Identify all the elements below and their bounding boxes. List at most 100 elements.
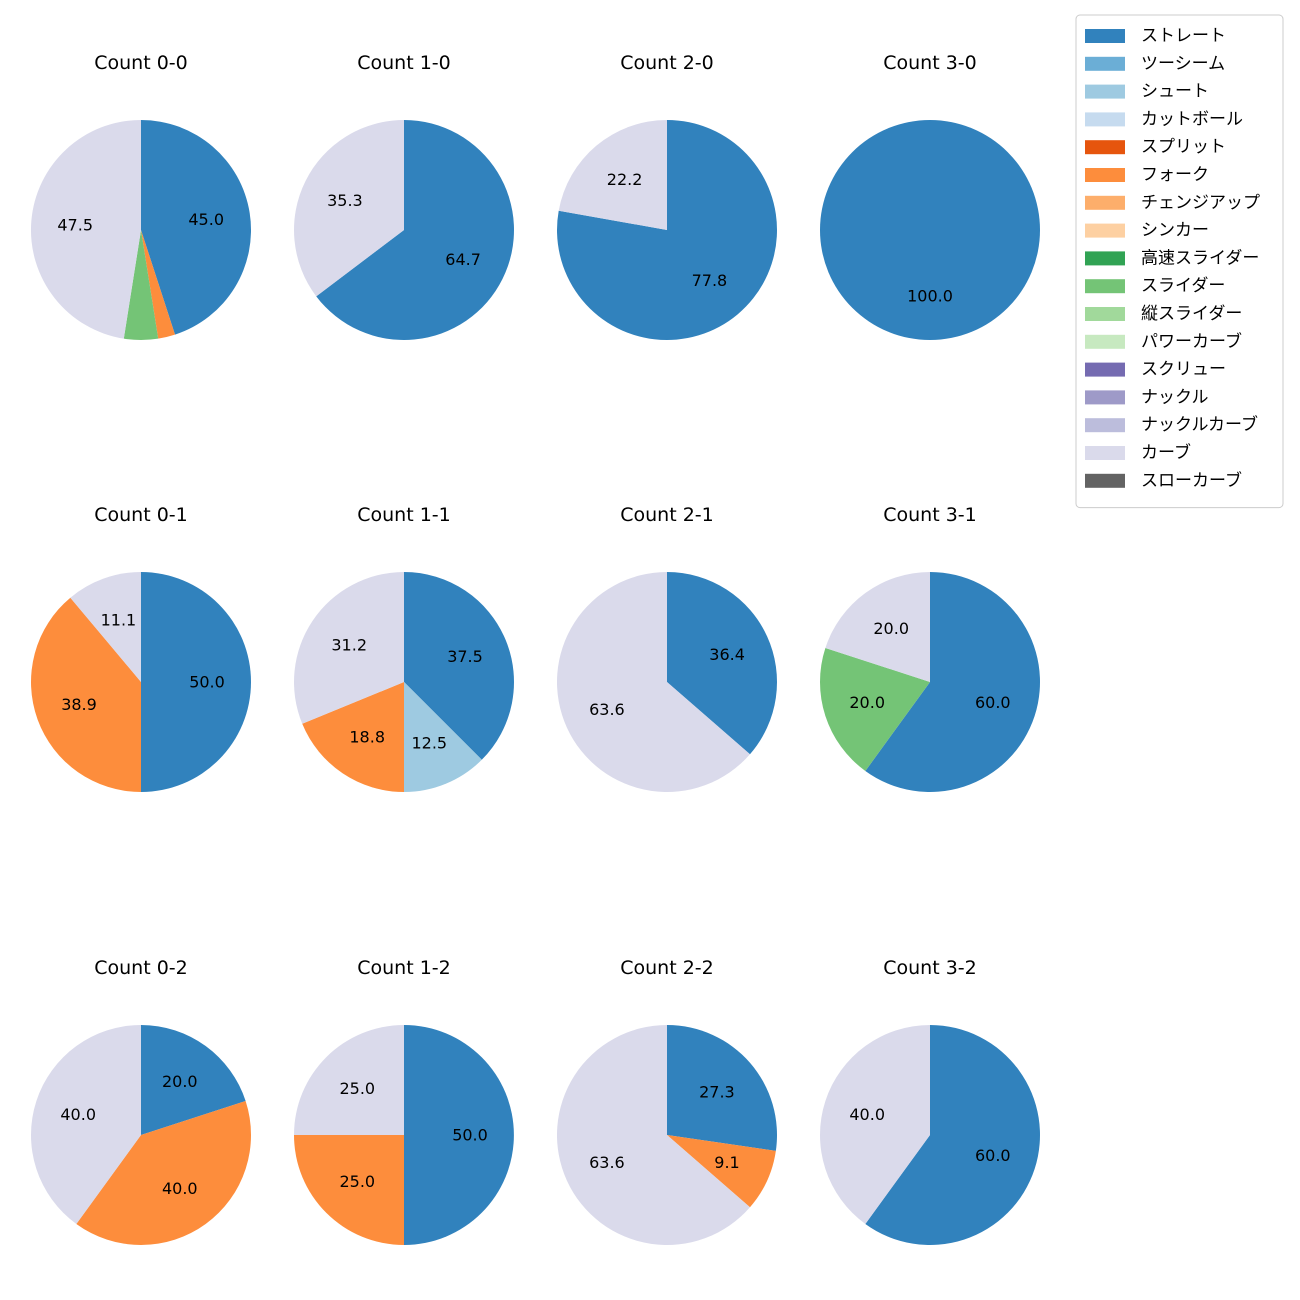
slice-label: 64.7 [445, 250, 481, 269]
legend-item: ナックル [1085, 387, 1209, 407]
pie-slice [825, 572, 930, 682]
pie-slice [141, 230, 175, 339]
legend-item: カーブ [1085, 442, 1191, 463]
pie-slice [294, 1135, 404, 1245]
pie-slice [865, 1025, 1040, 1246]
legend-label: パワーカーブ [1141, 331, 1242, 352]
pie-slice [404, 572, 514, 760]
legend-item: スプリット [1085, 137, 1226, 157]
legend-swatch [1085, 334, 1125, 349]
pie-2: Count 1-0 64.7 35.3 [293, 52, 514, 340]
legend-swatch [1085, 84, 1125, 99]
slice-label: 11.1 [101, 611, 137, 630]
legend-label: シュート [1141, 82, 1209, 102]
pie-slice [557, 120, 778, 340]
legend-item: スローカーブ [1085, 470, 1242, 491]
legend-label: チェンジアップ [1141, 193, 1260, 213]
pie-title: Count 3-1 [883, 504, 977, 526]
slice-label: 18.8 [349, 727, 385, 746]
slice-label: 40.0 [849, 1105, 885, 1124]
slice-label: 40.0 [162, 1179, 198, 1198]
pie-slice [123, 230, 159, 341]
legend-item: ツーシーム [1085, 54, 1225, 74]
slice-label: 37.5 [447, 647, 483, 666]
slice-label: 9.1 [714, 1153, 739, 1172]
slice-label: 27.3 [699, 1082, 735, 1101]
pie-slice [404, 682, 482, 792]
pie-slice [76, 1101, 252, 1246]
pie-title: Count 1-1 [357, 504, 451, 526]
pie-slice [141, 1025, 246, 1135]
legend-swatch [1085, 168, 1125, 182]
legend-label: ツーシーム [1141, 54, 1225, 74]
slice-label: 31.2 [331, 636, 367, 655]
slice-label: 20.0 [849, 693, 885, 712]
slice-label: 35.3 [327, 191, 363, 210]
legend-item: シンカー [1085, 221, 1209, 241]
slice-label: 63.6 [589, 1153, 625, 1172]
legend-item: チェンジアップ [1085, 193, 1260, 213]
legend-swatch [1085, 251, 1125, 266]
pie-slice [556, 1025, 750, 1245]
legend-swatch [1085, 112, 1125, 127]
legend-item: 高速スライダー [1085, 248, 1259, 268]
pie-slice [819, 1025, 930, 1224]
pie-slice [30, 1025, 141, 1224]
legend-swatch [1085, 56, 1125, 71]
slice-label: 50.0 [452, 1126, 488, 1145]
legend-swatch [1085, 473, 1125, 488]
slice-label: 60.0 [975, 693, 1011, 712]
pie-title: Count 1-0 [357, 52, 451, 74]
legend-item: ナックルカーブ [1085, 414, 1258, 435]
pie-8: Count 3-1 60.0 20.0 20.0 [819, 504, 1040, 792]
pie-slice [141, 120, 252, 335]
slice-label: 22.2 [607, 170, 643, 189]
pie-slice [70, 572, 141, 682]
slice-label: 36.4 [709, 645, 745, 664]
legend-swatch [1085, 446, 1125, 460]
legend-label: 縦スライダー [1141, 304, 1242, 324]
legend-label: ナックルカーブ [1141, 414, 1258, 435]
slice-label: 20.0 [873, 619, 909, 638]
pie-12: Count 3-2 60.0 40.0 [819, 957, 1040, 1246]
legend-label: カットボール [1141, 109, 1243, 129]
legend-label: スライダー [1141, 276, 1225, 296]
legend-label: ストレート [1141, 26, 1226, 46]
legend-item: カットボール [1085, 109, 1243, 129]
legend-swatch [1085, 223, 1125, 238]
legend-swatch [1085, 29, 1125, 43]
slice-label: 60.0 [975, 1146, 1011, 1165]
legend-swatch [1085, 390, 1125, 405]
legend-swatch [1085, 418, 1125, 433]
legend-label: 高速スライダー [1141, 248, 1259, 268]
legend-swatch [1085, 307, 1125, 321]
pie-6: Count 1-1 37.5 12.5 18.8 31.2 [293, 504, 514, 792]
legend-label: スローカーブ [1141, 470, 1242, 491]
pie-title: Count 1-2 [357, 957, 451, 979]
pie-slice [667, 1025, 777, 1151]
pie-3: Count 2-0 77.8 22.2 [557, 52, 778, 340]
legend-item: 縦スライダー [1085, 304, 1242, 324]
legend-item: スクリュー [1085, 360, 1226, 380]
legend-frame [1075, 14, 1284, 509]
legend: ストレートツーシームシュートカットボールスプリットフォークチェンジアップシンカー… [1075, 14, 1284, 509]
slice-label: 100.0 [907, 287, 953, 306]
legend-item: スライダー [1085, 276, 1225, 296]
pie-9: Count 0-2 20.0 40.0 40.0 [30, 957, 252, 1246]
pie-slice [667, 572, 777, 755]
legend-swatch [1085, 195, 1125, 210]
pie-5: Count 0-1 50.0 38.9 11.1 [31, 504, 251, 792]
pie-slice [667, 1135, 776, 1208]
legend-swatch [1085, 362, 1125, 377]
pie-title: Count 0-2 [94, 957, 188, 979]
pie-slice [141, 572, 251, 792]
pie-11: Count 2-2 27.3 9.1 63.6 [556, 957, 777, 1245]
legend-label: シンカー [1141, 221, 1209, 241]
slice-label: 38.9 [61, 695, 97, 714]
pie-slice [819, 648, 930, 771]
pie-title: Count 2-1 [620, 504, 714, 526]
legend-swatch [1085, 140, 1125, 155]
slice-label: 63.6 [589, 700, 625, 719]
slice-label: 20.0 [162, 1072, 198, 1091]
